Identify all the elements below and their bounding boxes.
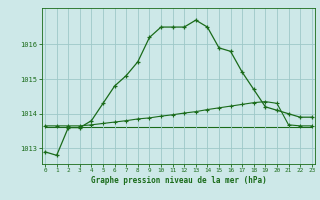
X-axis label: Graphe pression niveau de la mer (hPa): Graphe pression niveau de la mer (hPa) xyxy=(91,176,266,185)
